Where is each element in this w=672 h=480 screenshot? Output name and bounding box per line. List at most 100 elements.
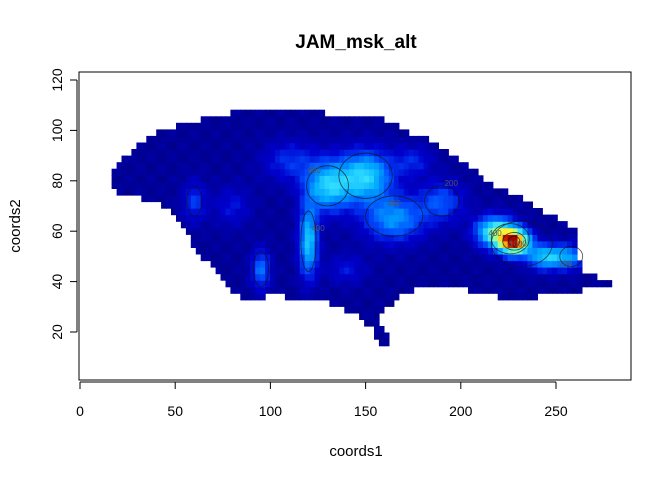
heatmap-cell	[473, 194, 479, 203]
heatmap-cell	[225, 208, 232, 216]
heatmap-cell	[388, 149, 395, 157]
contour-line	[424, 185, 460, 217]
heatmap-cell	[487, 240, 494, 248]
heatmap-cell	[265, 109, 271, 117]
heatmap-cell	[374, 299, 380, 307]
heatmap-cell	[250, 109, 256, 117]
heatmap-cell	[423, 280, 430, 288]
heatmap-cell	[324, 247, 331, 255]
heatmap-cell	[161, 175, 167, 183]
heatmap-cell	[220, 227, 227, 235]
heatmap-cell	[492, 201, 499, 209]
heatmap-cell	[284, 227, 291, 235]
heatmap-cell	[418, 201, 425, 209]
heatmap-cell	[572, 286, 578, 294]
heatmap-cell	[309, 208, 316, 216]
heatmap-cell	[255, 162, 261, 170]
heatmap-cell	[458, 253, 464, 262]
heatmap-cell	[522, 221, 529, 229]
heatmap-cell	[161, 162, 167, 170]
heatmap-cell	[408, 273, 415, 281]
heatmap-cell	[329, 286, 335, 294]
heatmap-cell	[354, 129, 360, 137]
heatmap-cell	[364, 201, 370, 209]
heatmap-cell	[522, 260, 529, 268]
heatmap-cell	[383, 234, 390, 242]
heatmap-cell	[195, 247, 202, 255]
heatmap-cell	[413, 149, 420, 157]
heatmap-cell	[334, 234, 340, 242]
heatmap-cell	[215, 214, 222, 222]
heatmap-cell	[458, 247, 464, 255]
heatmap-cell	[512, 227, 519, 235]
heatmap-cell	[383, 221, 390, 229]
heatmap-cell	[413, 234, 420, 242]
heatmap-cell	[230, 142, 236, 150]
heatmap-cell	[180, 149, 187, 157]
heatmap-cell	[413, 253, 420, 262]
heatmap-cell	[205, 247, 212, 255]
heatmap-cell	[195, 129, 202, 137]
heatmap-cell	[393, 149, 400, 157]
heatmap-cell	[408, 181, 415, 189]
heatmap-cell	[294, 155, 301, 163]
contour-lines	[186, 152, 584, 288]
heatmap-cell	[255, 240, 261, 248]
heatmap-cell	[458, 273, 464, 281]
heatmap-cell	[245, 142, 251, 150]
heatmap-cell	[329, 175, 335, 183]
heatmap-cell	[294, 267, 301, 275]
heatmap-cell	[180, 142, 187, 150]
heatmap-cell	[374, 181, 380, 189]
heatmap-cell	[314, 227, 321, 235]
heatmap-cell	[448, 227, 454, 235]
heatmap-cell	[215, 247, 222, 255]
heatmap-cell	[378, 273, 385, 281]
heatmap-cell	[180, 208, 187, 216]
heatmap-cell	[562, 286, 568, 294]
heatmap-cell	[497, 253, 504, 262]
heatmap-cell	[497, 188, 504, 196]
heatmap-cell	[265, 247, 271, 255]
heatmap-cell	[458, 194, 464, 203]
heatmap-cell	[294, 194, 301, 203]
heatmap-cell	[190, 122, 197, 130]
heatmap-cell	[567, 280, 573, 288]
heatmap-cell	[492, 221, 499, 229]
heatmap-cell	[220, 155, 227, 163]
heatmap-cell	[359, 293, 365, 301]
heatmap-cell	[378, 188, 385, 196]
heatmap-cell	[378, 253, 385, 262]
heatmap-cell	[388, 247, 395, 255]
contour-line	[490, 220, 553, 267]
heatmap-cell	[527, 221, 533, 229]
heatmap-cell	[334, 247, 340, 255]
heatmap-cell	[388, 227, 395, 235]
heatmap-cell	[453, 168, 459, 176]
heatmap-cell	[388, 260, 395, 268]
heatmap-cell	[423, 194, 430, 203]
heatmap-cell	[448, 273, 454, 281]
heatmap-cell	[230, 116, 236, 124]
heatmap-cell	[151, 188, 157, 196]
heatmap-cell	[260, 240, 266, 248]
heatmap-cell	[448, 267, 454, 275]
heatmap-cell	[339, 201, 345, 209]
heatmap-cell	[428, 234, 434, 242]
heatmap-cell	[418, 149, 425, 157]
heatmap-cell	[344, 208, 350, 216]
heatmap-cell	[562, 267, 568, 275]
heatmap-cell	[369, 293, 375, 301]
heatmap-cell	[473, 214, 479, 222]
heatmap-cell	[176, 142, 182, 150]
heatmap-cell	[166, 168, 172, 176]
heatmap-cell	[314, 247, 321, 255]
heatmap-cell	[151, 194, 157, 203]
heatmap-cell	[210, 240, 217, 248]
heatmap-cell	[364, 208, 370, 216]
heatmap-cell	[547, 286, 553, 294]
contour-label: 400	[311, 224, 325, 233]
heatmap-cell	[378, 155, 385, 163]
heatmap-cell	[319, 181, 326, 189]
heatmap-cell	[572, 273, 578, 281]
